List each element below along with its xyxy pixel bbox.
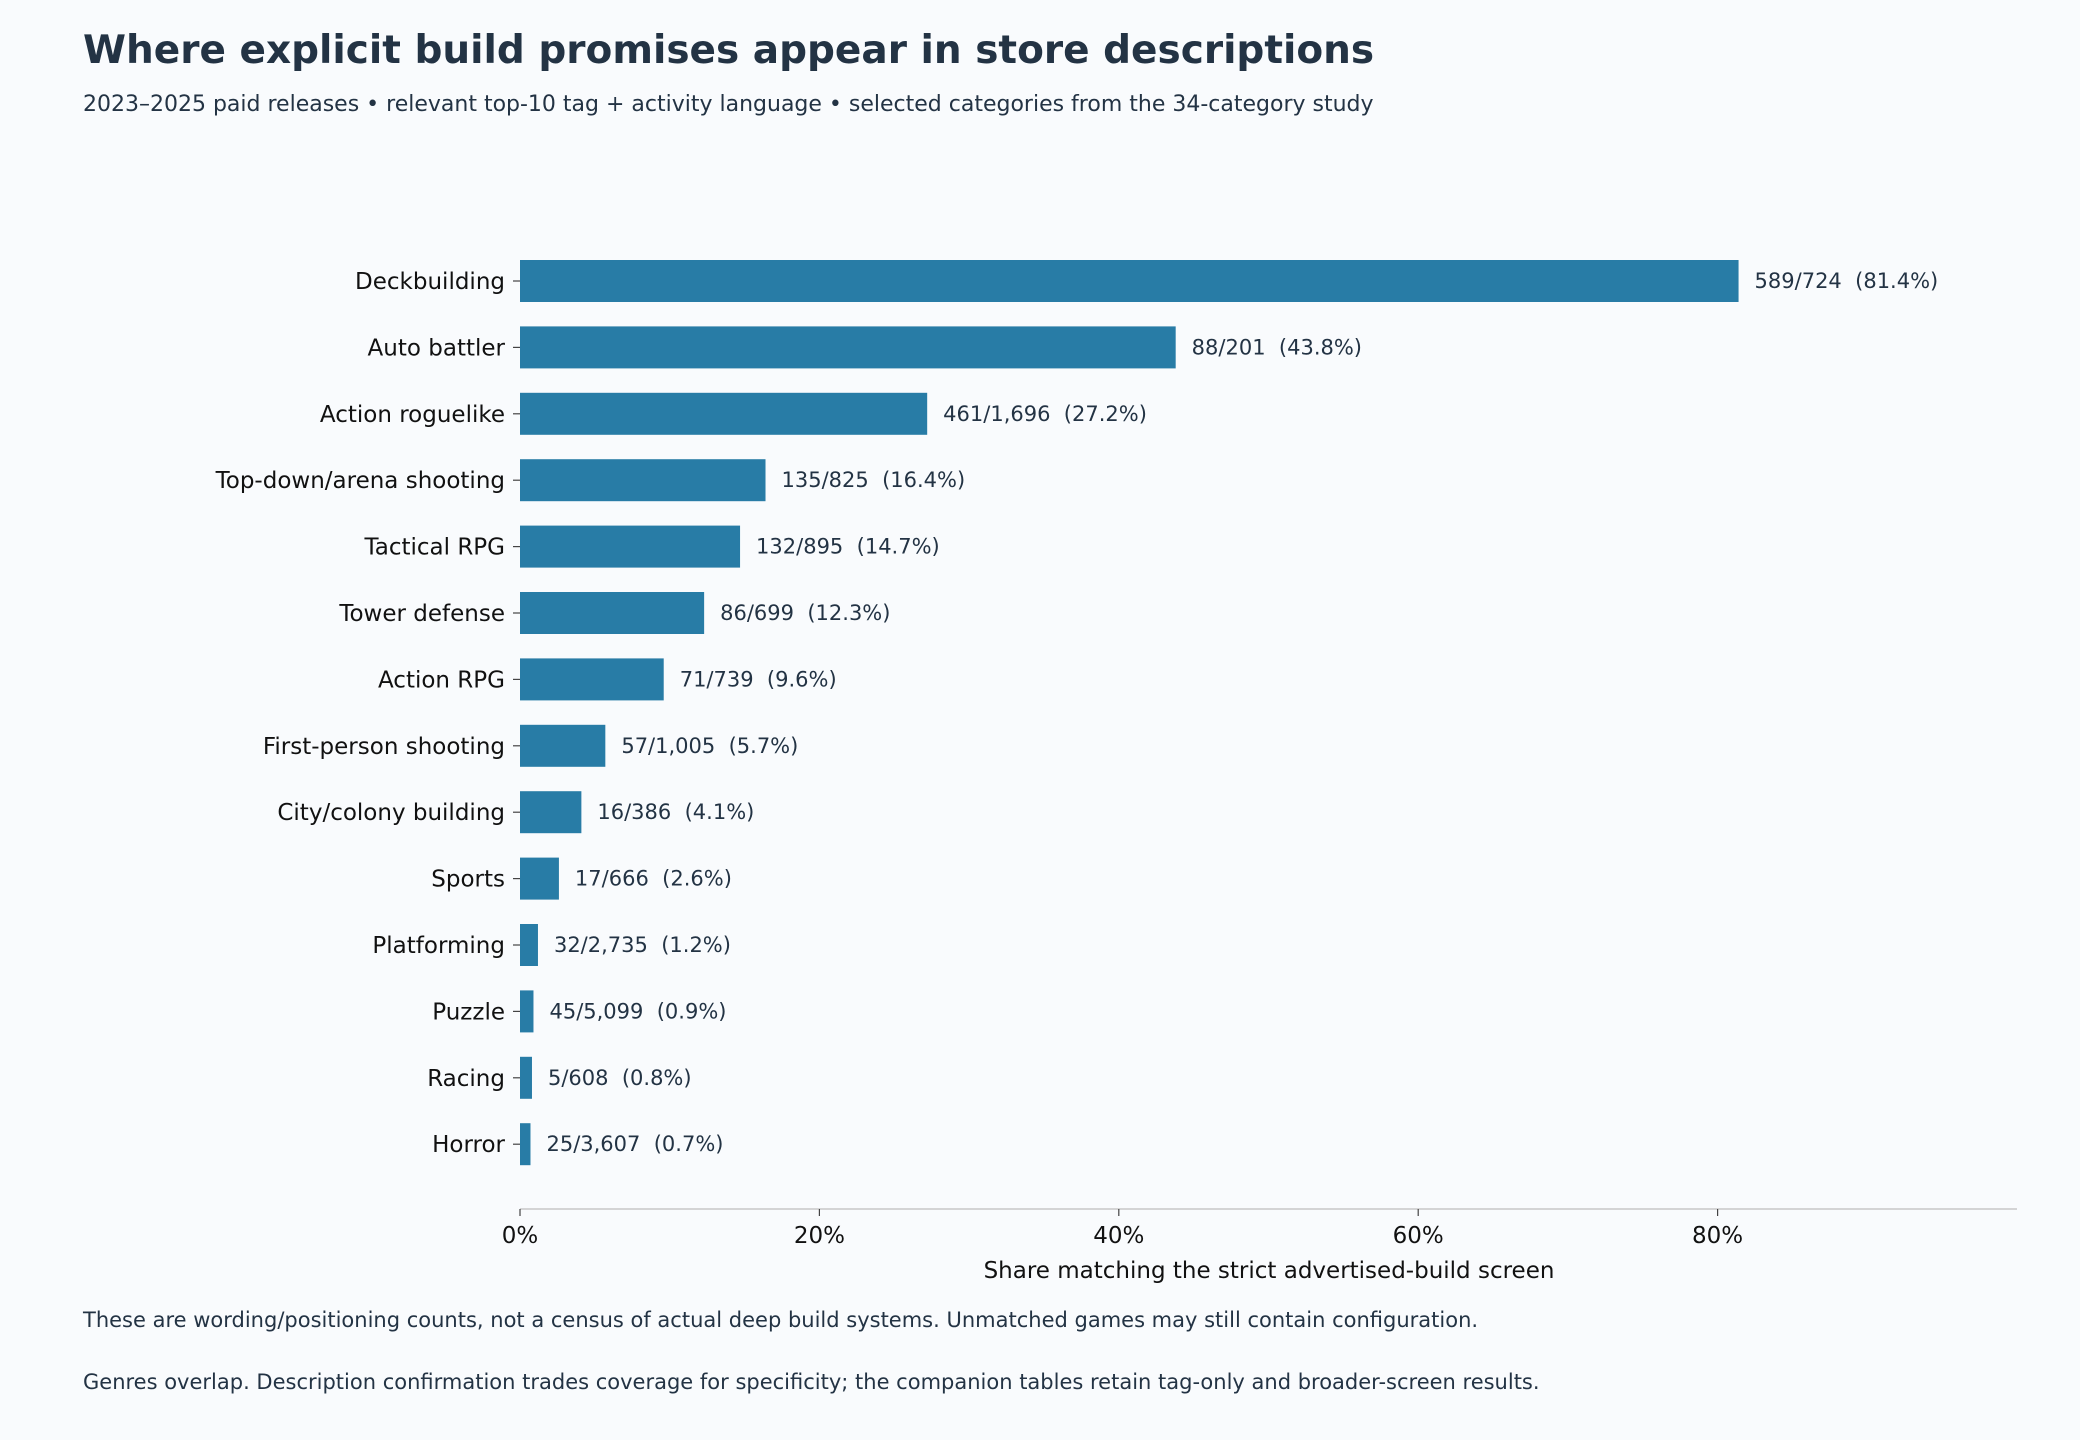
data-label-2: 461/1,696 (27.2%) (943, 402, 1147, 426)
bar-0 (520, 260, 1739, 302)
data-label-3: 135/825 (16.4%) (782, 468, 966, 492)
category-label-8: City/colony building (277, 800, 505, 826)
data-label-5: 86/699 (12.3%) (720, 601, 890, 625)
x-tick-label-1: 20% (794, 1223, 845, 1249)
footnote-2: Genres overlap. Description confirmation… (83, 1370, 1540, 1394)
bar-12 (520, 1056, 532, 1099)
category-label-9: Sports (431, 867, 505, 893)
x-tick-label-3: 60% (1393, 1223, 1444, 1249)
category-label-10: Platforming (372, 933, 505, 959)
bar-8 (520, 791, 582, 834)
data-label-0: 589/724 (81.4%) (1755, 269, 1939, 293)
x-tick-label-2: 40% (1093, 1223, 1144, 1249)
data-label-11: 45/5,099 (0.9%) (549, 999, 726, 1023)
data-label-4: 132/895 (14.7%) (756, 535, 940, 559)
data-label-7: 57/1,005 (5.7%) (621, 734, 798, 758)
category-label-6: Action RPG (378, 667, 505, 693)
chart-subtitle: 2023–2025 paid releases • relevant top-1… (83, 92, 1374, 117)
category-label-3: Top-down/arena shooting (215, 468, 505, 494)
category-label-0: Deckbuilding (355, 269, 505, 295)
data-label-13: 25/3,607 (0.7%) (546, 1132, 723, 1156)
bar-1 (520, 326, 1176, 369)
x-axis-title: Share matching the strict advertised-bui… (984, 1258, 1555, 1284)
x-tick-label-0: 0% (502, 1223, 539, 1249)
data-label-6: 71/739 (9.6%) (680, 667, 837, 691)
bar-6 (520, 658, 664, 701)
bar-13 (520, 1123, 531, 1166)
category-label-1: Auto battler (368, 335, 506, 361)
category-label-4: Tactical RPG (363, 535, 505, 561)
footnote-1: These are wording/positioning counts, no… (83, 1308, 1479, 1332)
category-label-12: Racing (427, 1066, 505, 1092)
category-label-2: Action roguelike (320, 402, 505, 428)
bar-9 (520, 857, 559, 900)
data-label-10: 32/2,735 (1.2%) (554, 933, 731, 957)
x-tick-label-4: 80% (1692, 1223, 1743, 1249)
chart-title: Where explicit build promises appear in … (83, 28, 1375, 73)
category-label-5: Tower defense (338, 601, 505, 627)
data-label-12: 5/608 (0.8%) (548, 1066, 692, 1090)
bar-7 (520, 724, 606, 767)
bar-2 (520, 392, 928, 435)
data-label-8: 16/386 (4.1%) (597, 800, 754, 824)
data-labels-group: 589/724 (81.4%) 88/201 (43.8%) 461/1,696 (… (546, 269, 1938, 1156)
category-label-7: First-person shooting (263, 734, 505, 760)
x-ticks-group: 0% 20% 40% 60% 80% (502, 1209, 1743, 1249)
data-label-9: 17/666 (2.6%) (575, 867, 732, 891)
bar-3 (520, 459, 766, 502)
bar-4 (520, 525, 741, 568)
bar-10 (520, 924, 538, 966)
bars-group (520, 260, 1739, 1166)
category-labels-group: Deckbuilding Auto battler Action roguelike… (215, 269, 520, 1158)
bar-5 (520, 592, 705, 634)
data-label-1: 88/201 (43.8%) (1192, 335, 1362, 359)
bar-11 (520, 990, 534, 1033)
category-label-11: Puzzle (432, 999, 505, 1025)
category-label-13: Horror (432, 1132, 505, 1158)
